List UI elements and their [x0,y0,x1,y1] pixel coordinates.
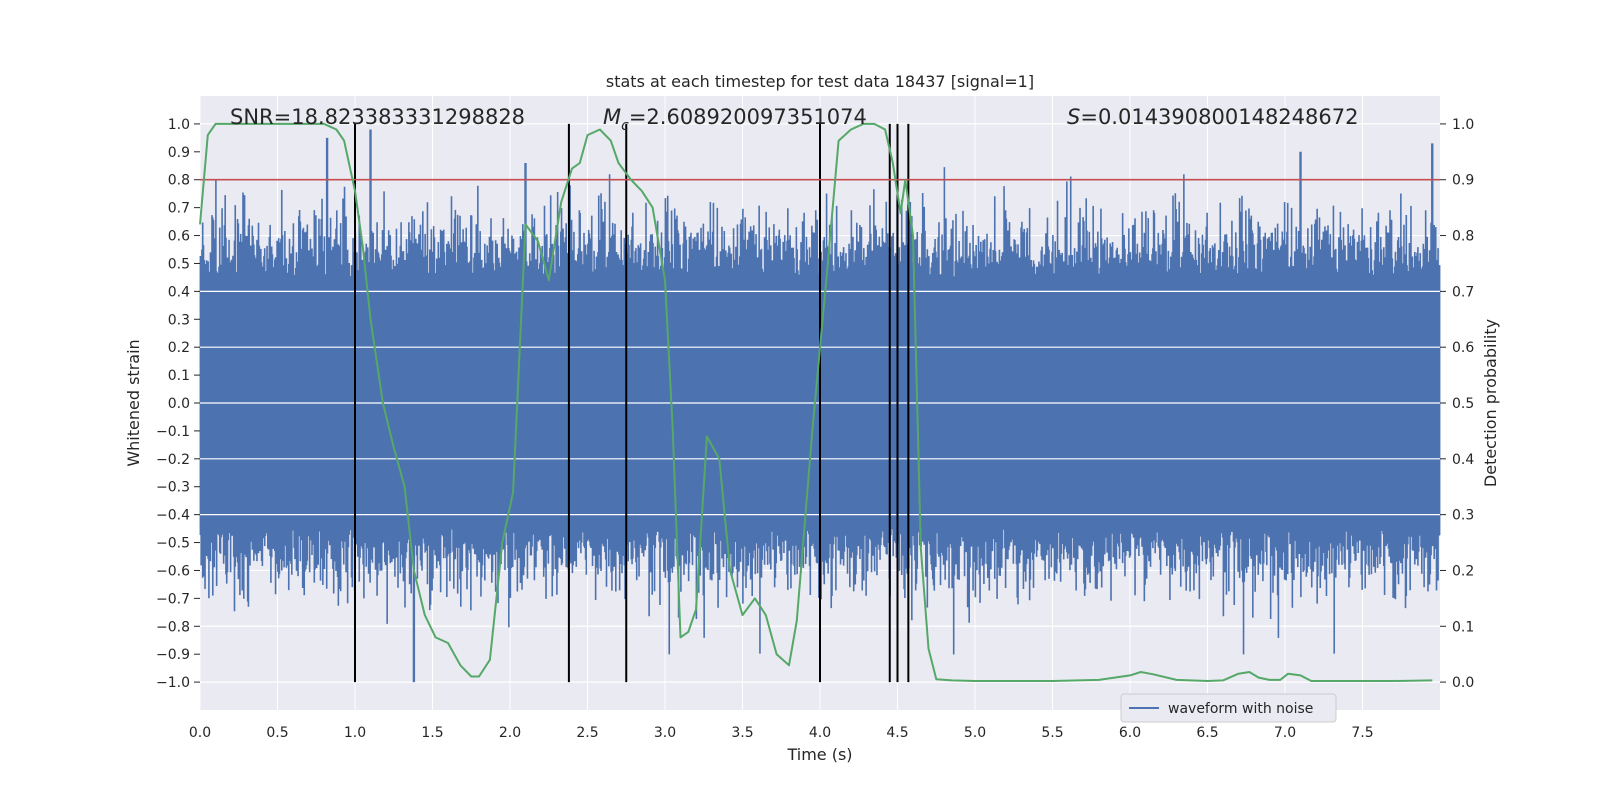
probability-series [199,122,1433,682]
x-tick-label: 3.5 [731,725,753,741]
y-tick-label-left: −0.8 [156,619,190,635]
y-tick-label-right: 0.5 [1452,396,1474,412]
y-tick-label-left: −1.0 [156,675,190,691]
x-tick-label: 3.0 [654,725,676,741]
y-tick-label-left: −0.3 [156,480,190,496]
s-annotation: S=0.014390800148248672 [1067,105,1358,129]
s-value: =0.014390800148248672 [1080,105,1358,129]
y-tick-label-left: −0.4 [156,508,190,524]
chirp-mass-symbol: M [603,105,621,129]
x-tick-label: 6.0 [1119,725,1141,741]
y-tick-label-left: 0.2 [168,340,190,356]
x-tick-label: 4.0 [809,725,831,741]
y-tick-label-left: −0.7 [156,591,190,607]
x-tick-label: 5.0 [964,725,986,741]
x-tick-label: 1.0 [344,725,366,741]
legend-label: waveform with noise [1168,701,1313,717]
y-tick-label-left: −0.5 [156,536,190,552]
probability-line [199,122,1433,682]
chart-title: stats at each timestep for test data 184… [606,72,1034,91]
chirp-mass-annotation: Mc=2.608920097351074 [603,105,867,134]
x-tick-label: 2.5 [576,725,598,741]
y-tick-label-left: 0.7 [168,201,190,217]
y-tick-label-right: 1.0 [1452,117,1474,133]
legend-box [1120,693,1337,723]
y-tick-label-left: 0.4 [168,284,190,300]
chirp-mass-subscript: c [621,118,629,134]
x-tick-label: 4.5 [886,725,908,741]
y-tick-label-left: 0.5 [168,256,190,272]
x-tick-label: 1.5 [421,725,443,741]
chirp-mass-value: =2.608920097351074 [629,105,867,129]
y-tick-label-left: 0.6 [168,229,190,245]
y-tick-label-left: −0.2 [156,452,190,468]
y-tick-label-right: 0.3 [1452,508,1474,524]
x-tick-label: 2.0 [499,725,521,741]
y-tick-label-left: −0.6 [156,563,190,579]
y-tick-label-right: 0.0 [1452,675,1474,691]
y-axis-label-right: Detection probability [1481,319,1500,487]
y-tick-label-right: 0.7 [1452,284,1474,300]
x-axis-label: Time (s) [786,745,852,764]
y-tick-label-left: 0.1 [168,368,190,384]
snr-annotation: SNR=18.823383331298828 [230,105,525,129]
y-tick-label-left: 0.0 [168,396,190,412]
x-tick-label: 7.5 [1351,725,1373,741]
s-symbol: S [1067,105,1080,129]
x-tick-label: 0.5 [266,725,288,741]
y-tick-label-left: −0.9 [156,647,190,663]
y-tick-label-left: 0.8 [168,173,190,189]
y-tick-label-right: 0.1 [1452,619,1474,635]
y-axis-label-left: Whitened strain [124,339,143,466]
y-tick-label-left: 1.0 [168,117,190,133]
x-tick-label: 5.5 [1041,725,1063,741]
legend: waveform with noise [1120,693,1337,723]
y-tick-label-left: 0.9 [168,145,190,161]
x-tick-label: 6.5 [1196,725,1218,741]
vertical-markers [354,123,910,683]
y-tick-label-right: 0.8 [1452,229,1474,245]
ticks: 0.0 0.5 1.0 1.5 2.0 2.5 3.0 3.5 4.0 4.5 5.0 5.5 6.0 6… [156,117,1474,741]
y-tick-label-left: 0.3 [168,312,190,328]
y-tick-label-right: 0.4 [1452,452,1474,468]
y-tick-label-right: 0.2 [1452,563,1474,579]
y-tick-label-right: 0.9 [1452,173,1474,189]
x-tick-label: 7.0 [1274,725,1296,741]
y-tick-label-right: 0.6 [1452,340,1474,356]
y-tick-label-left: −0.1 [156,424,190,440]
x-tick-label: 0.0 [189,725,211,741]
